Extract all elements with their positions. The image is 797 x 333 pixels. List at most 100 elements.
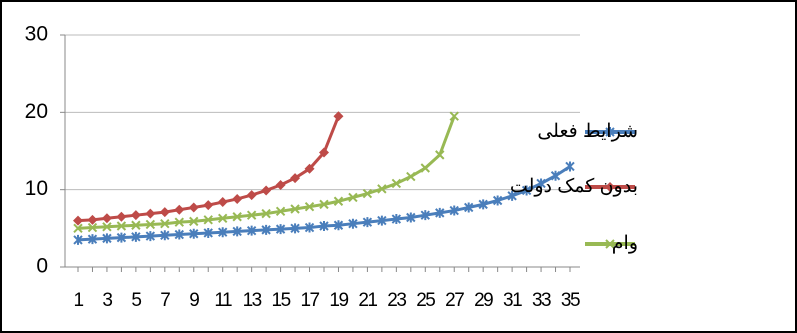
- marker: [275, 180, 286, 191]
- marker: [304, 201, 315, 212]
- marker: [246, 225, 257, 236]
- marker: [73, 215, 83, 226]
- marker: [145, 208, 156, 219]
- marker: [362, 217, 373, 228]
- y-tick-label: 20: [25, 100, 48, 123]
- marker: [102, 233, 112, 244]
- marker: [492, 195, 503, 206]
- marker: [290, 204, 300, 214]
- marker: [87, 214, 98, 225]
- marker: [449, 111, 459, 121]
- marker: [435, 207, 445, 218]
- marker: [145, 219, 156, 230]
- marker: [319, 147, 329, 158]
- x-tick-label: 15: [272, 290, 291, 311]
- marker: [362, 188, 373, 199]
- marker: [348, 218, 358, 229]
- marker: [463, 202, 474, 213]
- marker: [333, 111, 344, 122]
- marker: [290, 173, 301, 184]
- marker: [217, 227, 228, 238]
- marker: [246, 190, 257, 201]
- marker: [160, 218, 170, 229]
- marker: [203, 200, 214, 211]
- marker: [605, 239, 615, 249]
- legend-item: بدون کمک دولت: [510, 176, 638, 197]
- marker: [189, 216, 199, 227]
- x-tick-label: 33: [532, 290, 551, 311]
- marker: [478, 199, 488, 210]
- x-tick-label: 5: [131, 290, 141, 311]
- marker: [189, 228, 199, 239]
- marker: [101, 213, 112, 224]
- marker: [319, 221, 329, 232]
- marker: [420, 210, 431, 221]
- marker: [333, 196, 344, 206]
- x-tick-label: 29: [474, 290, 493, 311]
- marker: [406, 212, 416, 223]
- marker: [290, 223, 300, 234]
- x-tick-label: 31: [503, 290, 522, 311]
- marker: [174, 217, 185, 227]
- x-tick-label: 7: [160, 290, 170, 311]
- x-tick-label: 25: [416, 290, 435, 311]
- marker: [217, 213, 228, 223]
- marker: [116, 232, 127, 243]
- marker: [130, 210, 141, 221]
- marker: [319, 199, 329, 210]
- marker: [348, 192, 358, 203]
- marker: [521, 185, 532, 196]
- marker: [116, 211, 127, 222]
- marker: [188, 202, 199, 213]
- marker: [159, 207, 170, 218]
- marker: [203, 215, 213, 225]
- x-tick-label: 17: [300, 290, 319, 311]
- legend-label: شرایط فعلی: [537, 121, 638, 142]
- marker: [174, 229, 185, 240]
- y-tick-label: 30: [25, 23, 48, 46]
- marker: [232, 193, 243, 204]
- marker: [565, 161, 575, 172]
- marker: [304, 163, 315, 174]
- marker: [232, 226, 242, 237]
- x-tick-label: 1: [73, 290, 83, 311]
- marker: [406, 171, 416, 182]
- legend-label: بدون کمک دولت: [510, 176, 638, 197]
- marker: [261, 208, 271, 219]
- x-tick-label: 3: [102, 290, 112, 311]
- marker: [145, 231, 156, 242]
- marker: [536, 178, 546, 189]
- marker: [203, 227, 213, 238]
- marker: [217, 197, 228, 208]
- y-tick-label: 10: [25, 177, 48, 200]
- y-tick-label: 0: [36, 255, 48, 278]
- legend-item: وام: [585, 233, 638, 254]
- marker: [73, 234, 83, 245]
- x-tick-label: 11: [214, 290, 232, 311]
- marker: [391, 178, 402, 189]
- marker: [174, 204, 185, 215]
- marker: [261, 185, 272, 196]
- x-tick-label: 21: [358, 290, 377, 311]
- marker: [377, 215, 387, 226]
- x-tick-label: 35: [561, 290, 580, 311]
- x-tick-label: 23: [387, 290, 406, 311]
- x-tick-label: 13: [243, 290, 262, 311]
- x-tick-label: 9: [189, 290, 199, 311]
- marker: [73, 223, 83, 234]
- marker: [131, 231, 141, 242]
- marker: [275, 206, 286, 217]
- marker: [507, 190, 517, 201]
- marker: [435, 150, 445, 160]
- marker: [131, 220, 141, 230]
- x-tick-label: 27: [445, 290, 464, 311]
- marker: [605, 182, 615, 192]
- marker: [87, 234, 98, 245]
- marker: [550, 170, 561, 181]
- legend-item: شرایط فعلی: [537, 121, 638, 142]
- legend-label: وام: [612, 233, 638, 254]
- x-tick-label: 19: [329, 290, 348, 311]
- marker: [605, 127, 615, 137]
